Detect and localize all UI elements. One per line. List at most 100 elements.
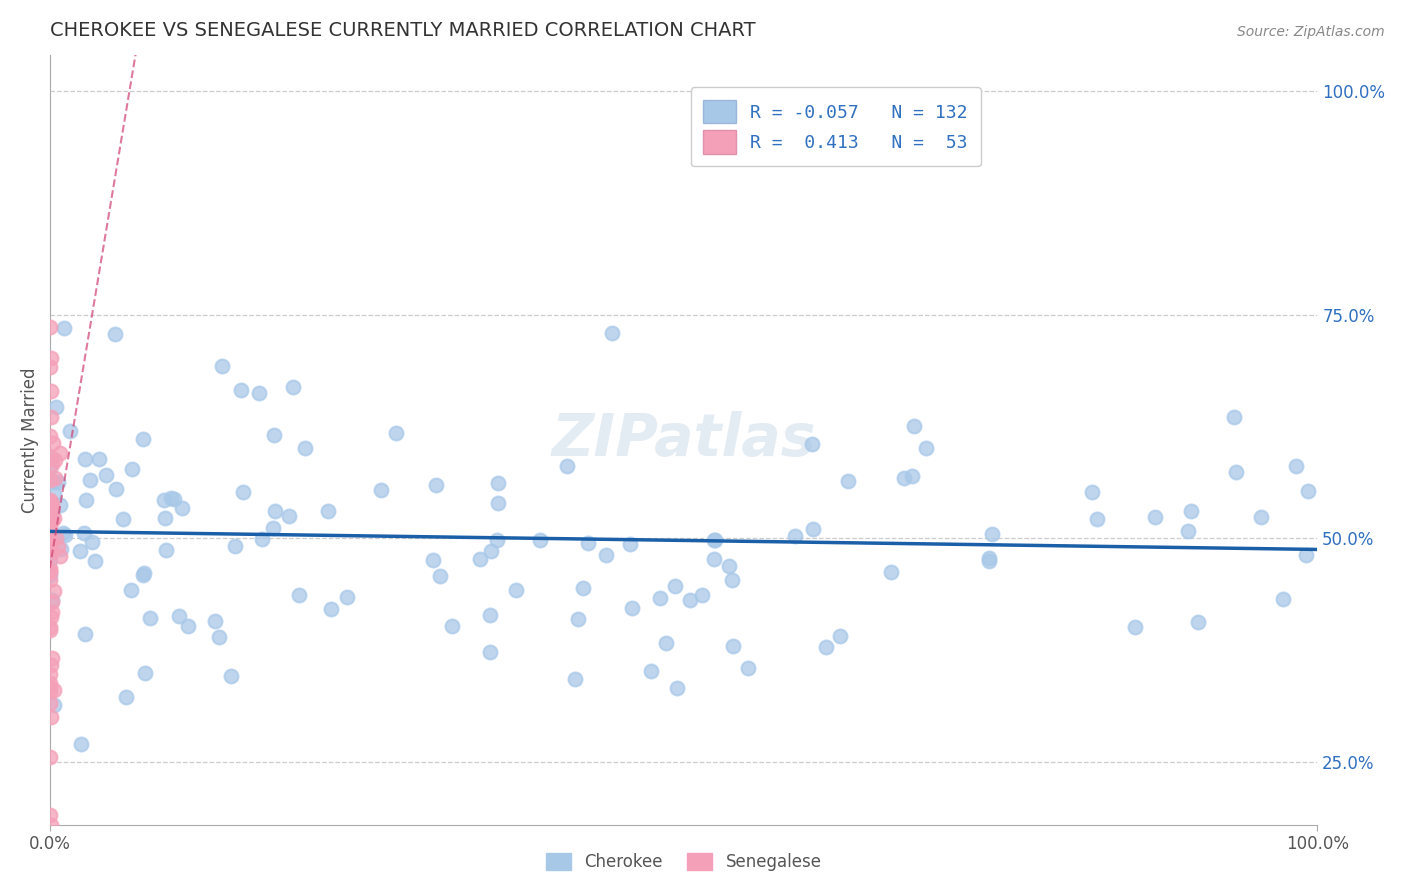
Point xyxy=(48,498,70,512)
Point xyxy=(132,566,155,581)
Point xyxy=(41,499,63,513)
Point xyxy=(208,630,231,644)
Point xyxy=(132,568,155,582)
Point xyxy=(39,523,62,537)
Point xyxy=(595,548,617,562)
Point xyxy=(120,582,142,597)
Point xyxy=(39,710,62,724)
Point xyxy=(281,380,304,394)
Point xyxy=(288,588,311,602)
Point xyxy=(39,666,62,681)
Point xyxy=(1180,504,1202,518)
Point xyxy=(163,491,186,506)
Y-axis label: Currently Married: Currently Married xyxy=(21,368,39,513)
Text: Source: ZipAtlas.com: Source: ZipAtlas.com xyxy=(1237,25,1385,39)
Point xyxy=(1250,509,1272,524)
Point xyxy=(679,593,702,607)
Point xyxy=(264,504,287,518)
Point xyxy=(654,635,676,649)
Point xyxy=(370,483,392,497)
Point xyxy=(979,554,1001,568)
Point xyxy=(39,609,62,624)
Point xyxy=(41,605,63,619)
Point xyxy=(39,538,62,552)
Point xyxy=(105,482,128,496)
Point xyxy=(42,486,65,500)
Point xyxy=(665,681,688,696)
Point xyxy=(73,525,96,540)
Point xyxy=(41,593,63,607)
Point xyxy=(79,473,101,487)
Point xyxy=(52,321,75,335)
Point xyxy=(153,493,176,508)
Point xyxy=(567,612,589,626)
Point xyxy=(139,611,162,625)
Point xyxy=(1085,512,1108,526)
Point xyxy=(703,533,725,547)
Point xyxy=(39,749,62,764)
Point xyxy=(690,588,713,602)
Point xyxy=(59,425,82,439)
Point xyxy=(903,419,925,434)
Point xyxy=(42,584,65,599)
Point xyxy=(39,473,62,487)
Point xyxy=(425,478,447,492)
Point xyxy=(720,574,742,588)
Point xyxy=(429,568,451,582)
Point xyxy=(39,680,62,694)
Point xyxy=(979,550,1001,565)
Point xyxy=(39,504,62,518)
Point xyxy=(39,565,62,579)
Point xyxy=(837,474,859,488)
Point xyxy=(721,639,744,653)
Point xyxy=(640,665,662,679)
Point xyxy=(75,493,97,508)
Point xyxy=(39,817,62,831)
Point xyxy=(478,645,501,659)
Point xyxy=(45,531,67,545)
Point xyxy=(39,567,62,582)
Point xyxy=(1295,548,1317,562)
Point xyxy=(96,467,118,482)
Point xyxy=(39,624,62,638)
Point xyxy=(75,452,97,467)
Point xyxy=(316,504,339,518)
Point xyxy=(555,459,578,474)
Point xyxy=(84,554,107,568)
Point xyxy=(529,533,551,547)
Point xyxy=(39,574,62,588)
Point xyxy=(44,453,66,467)
Point xyxy=(80,535,103,549)
Point xyxy=(42,435,65,450)
Point xyxy=(479,544,502,558)
Point xyxy=(204,614,226,628)
Point xyxy=(41,651,63,665)
Point xyxy=(815,640,838,654)
Point xyxy=(41,506,63,520)
Point xyxy=(39,495,62,509)
Point xyxy=(703,533,725,547)
Point xyxy=(53,528,76,542)
Point xyxy=(879,566,901,580)
Point xyxy=(70,737,93,751)
Point xyxy=(505,582,527,597)
Point xyxy=(170,500,193,515)
Point xyxy=(39,620,62,634)
Point xyxy=(211,359,233,374)
Point xyxy=(800,437,823,451)
Point xyxy=(42,510,65,524)
Point xyxy=(801,522,824,536)
Point xyxy=(219,669,242,683)
Point xyxy=(1225,465,1247,479)
Point xyxy=(39,492,62,507)
Point xyxy=(132,432,155,446)
Point xyxy=(39,360,62,375)
Point xyxy=(44,682,66,697)
Point xyxy=(46,475,69,489)
Point xyxy=(486,475,509,490)
Point xyxy=(39,541,62,555)
Point xyxy=(39,384,62,398)
Point xyxy=(224,539,246,553)
Point xyxy=(39,696,62,710)
Point xyxy=(385,425,408,440)
